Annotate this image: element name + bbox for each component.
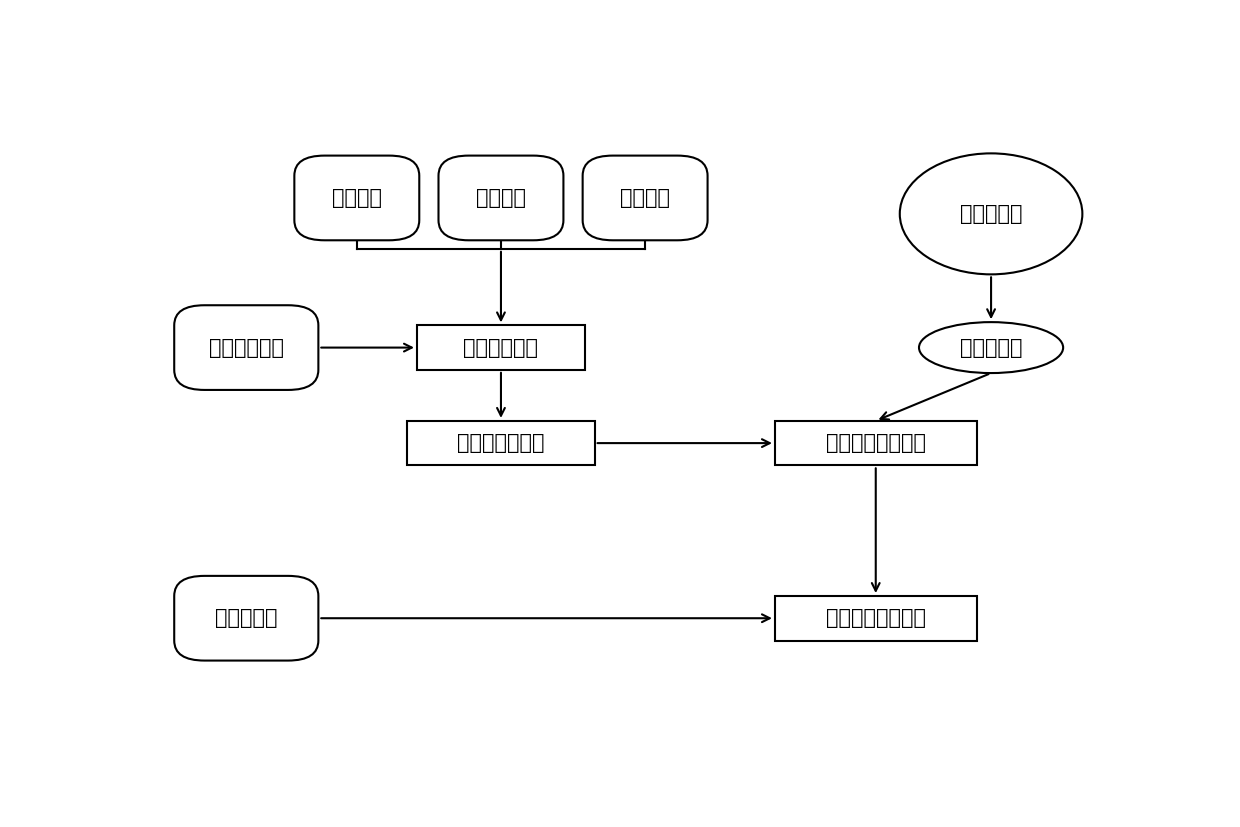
Text: 计算油箱燃油体积: 计算油箱燃油体积 xyxy=(826,433,926,453)
Text: 液位数据修正: 液位数据修正 xyxy=(464,337,538,357)
Bar xyxy=(417,325,585,370)
Text: 液位数据: 液位数据 xyxy=(332,188,382,208)
Ellipse shape xyxy=(919,323,1063,373)
Text: 液位数据: 液位数据 xyxy=(476,188,526,208)
Bar xyxy=(775,596,977,640)
Text: 计算油箱燃油质量: 计算油箱燃油质量 xyxy=(826,608,926,629)
Text: 液位补偿数据: 液位补偿数据 xyxy=(208,337,284,357)
FancyBboxPatch shape xyxy=(439,155,563,241)
Text: 计算出参考液位: 计算出参考液位 xyxy=(458,433,544,453)
Text: 载体姿态角: 载体姿态角 xyxy=(960,337,1022,357)
FancyBboxPatch shape xyxy=(294,155,419,241)
FancyBboxPatch shape xyxy=(583,155,708,241)
Text: 密度传感器: 密度传感器 xyxy=(215,608,278,629)
Circle shape xyxy=(900,153,1083,275)
FancyBboxPatch shape xyxy=(174,576,319,661)
Bar xyxy=(775,421,977,466)
FancyBboxPatch shape xyxy=(174,305,319,390)
Bar xyxy=(407,421,595,466)
Text: 液位数据: 液位数据 xyxy=(620,188,670,208)
Text: 主控计算机: 主控计算机 xyxy=(960,204,1022,224)
